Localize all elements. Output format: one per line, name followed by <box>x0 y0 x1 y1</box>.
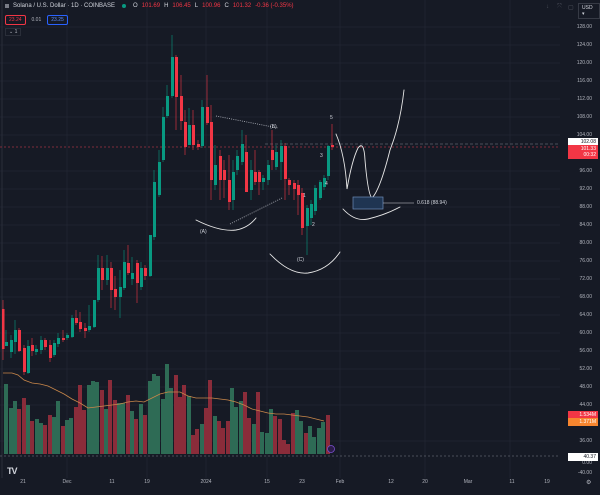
wave-label-1: 1 <box>303 193 306 199</box>
price-tick: 36.00 <box>579 438 592 444</box>
time-tick: 15 <box>264 479 270 485</box>
wave-label-2: 2 <box>312 222 315 228</box>
price-tick: -40.00 <box>577 470 592 476</box>
price-tick: 68.00 <box>579 294 592 300</box>
time-axis[interactable]: 21 Dec 11 19 2024 15 23 Feb 12 20 Mar 11… <box>0 479 560 491</box>
price-tick: 48.00 <box>579 384 592 390</box>
volume-ma-line <box>3 372 325 422</box>
time-tick: 20 <box>422 479 428 485</box>
open-value: 101.69 <box>141 3 161 9</box>
price-tick: 88.00 <box>579 204 592 210</box>
price-axis[interactable]: 128.00 124.00 120.00 116.00 112.00 108.0… <box>560 0 600 495</box>
price-tick: 80.00 <box>579 240 592 246</box>
high-label: H <box>164 3 169 9</box>
price-tick: 72.00 <box>579 276 592 282</box>
line-price-tag: 102.08 <box>568 138 598 146</box>
price-tick: 44.00 <box>579 402 592 408</box>
trade-chips: 23.24 0.01 23.25 <box>5 15 68 25</box>
settings-gear-icon[interactable]: ⚙ <box>586 480 592 486</box>
wave-label-a: (A) <box>200 229 207 235</box>
price-tick: 108.00 <box>576 114 592 120</box>
time-tick: 2024 <box>200 479 212 485</box>
wave-label-5: 5 <box>330 115 333 121</box>
collapse-indicators-button[interactable]: ⌄ 1 <box>5 28 22 36</box>
low-value: 100.96 <box>202 3 221 9</box>
price-tick: 60.00 <box>579 330 592 336</box>
close-label: C <box>224 3 229 9</box>
price-tick: 116.00 <box>577 78 592 84</box>
countdown-tag: 00:32 <box>568 151 598 159</box>
time-tick: 23 <box>299 479 305 485</box>
collapse-icon[interactable]: ⤧ <box>557 4 562 10</box>
indicator-logo-icon <box>327 445 335 453</box>
time-tick: 12 <box>388 479 394 485</box>
price-tick: 104.00 <box>576 132 592 138</box>
price-tick: 112.00 <box>577 96 592 102</box>
time-tick: Dec <box>62 479 72 485</box>
legend-square-icon <box>5 4 9 8</box>
wave-label-3: 3 <box>320 153 323 159</box>
open-label: O <box>133 3 138 9</box>
time-tick: 11 <box>109 479 115 485</box>
price-tick: 56.00 <box>579 348 592 354</box>
last-price-tag: 101.33 <box>568 145 598 153</box>
change-value: -0.36 (-0.35%) <box>255 3 294 9</box>
time-tick: Mar <box>463 479 473 485</box>
time-tick: Feb <box>335 479 345 485</box>
lower-tag: 40.37 <box>568 453 598 461</box>
fib-target-box <box>352 196 384 210</box>
high-value: 106.45 <box>172 3 191 9</box>
fib-label: 0.618 (88.94) <box>417 200 447 206</box>
spread-value: 0.01 <box>31 17 42 23</box>
time-tick: 19 <box>144 479 150 485</box>
price-candles <box>2 35 334 375</box>
market-status-icon <box>122 4 127 8</box>
price-tick: 96.00 <box>579 168 592 174</box>
volume-ma-tag: 1.371M <box>568 418 598 426</box>
time-tick: 19 <box>544 479 550 485</box>
price-tick: 52.00 <box>579 366 592 372</box>
wave-label-c: (C) <box>297 257 304 263</box>
sell-button[interactable]: 23.24 <box>5 15 26 25</box>
buy-button[interactable]: 23.25 <box>47 15 68 25</box>
price-tick: 84.00 <box>579 222 592 228</box>
low-label: L <box>194 3 199 9</box>
time-tick: 11 <box>509 479 515 485</box>
time-tick: 21 <box>20 479 26 485</box>
settings-square-icon[interactable]: ▢ <box>568 5 574 11</box>
price-tick: 124.00 <box>576 42 592 48</box>
volume-bars <box>4 364 330 454</box>
price-tick: 120.00 <box>576 60 592 66</box>
wave-label-b: (B) <box>270 124 277 130</box>
price-tick: 128.00 <box>576 24 592 30</box>
price-tick: 0.00 <box>582 460 592 466</box>
symbol-legend[interactable]: Solana / U.S. Dollar · 1D · COINBASE O 10… <box>5 3 294 9</box>
price-tick: 64.00 <box>579 312 592 318</box>
close-value: 101.32 <box>232 3 252 9</box>
price-tick: 76.00 <box>579 258 592 264</box>
currency-value: USD <box>582 5 593 11</box>
arrow-down-icon[interactable]: ↓ <box>546 4 549 10</box>
tradingview-logo-icon[interactable]: TV <box>7 466 17 476</box>
price-tick: 92.00 <box>579 186 592 192</box>
volume-tag: 1.534M <box>568 411 598 419</box>
symbol-title[interactable]: Solana / U.S. Dollar · 1D · COINBASE <box>13 3 116 9</box>
wave-label-4: 4 <box>325 181 328 187</box>
